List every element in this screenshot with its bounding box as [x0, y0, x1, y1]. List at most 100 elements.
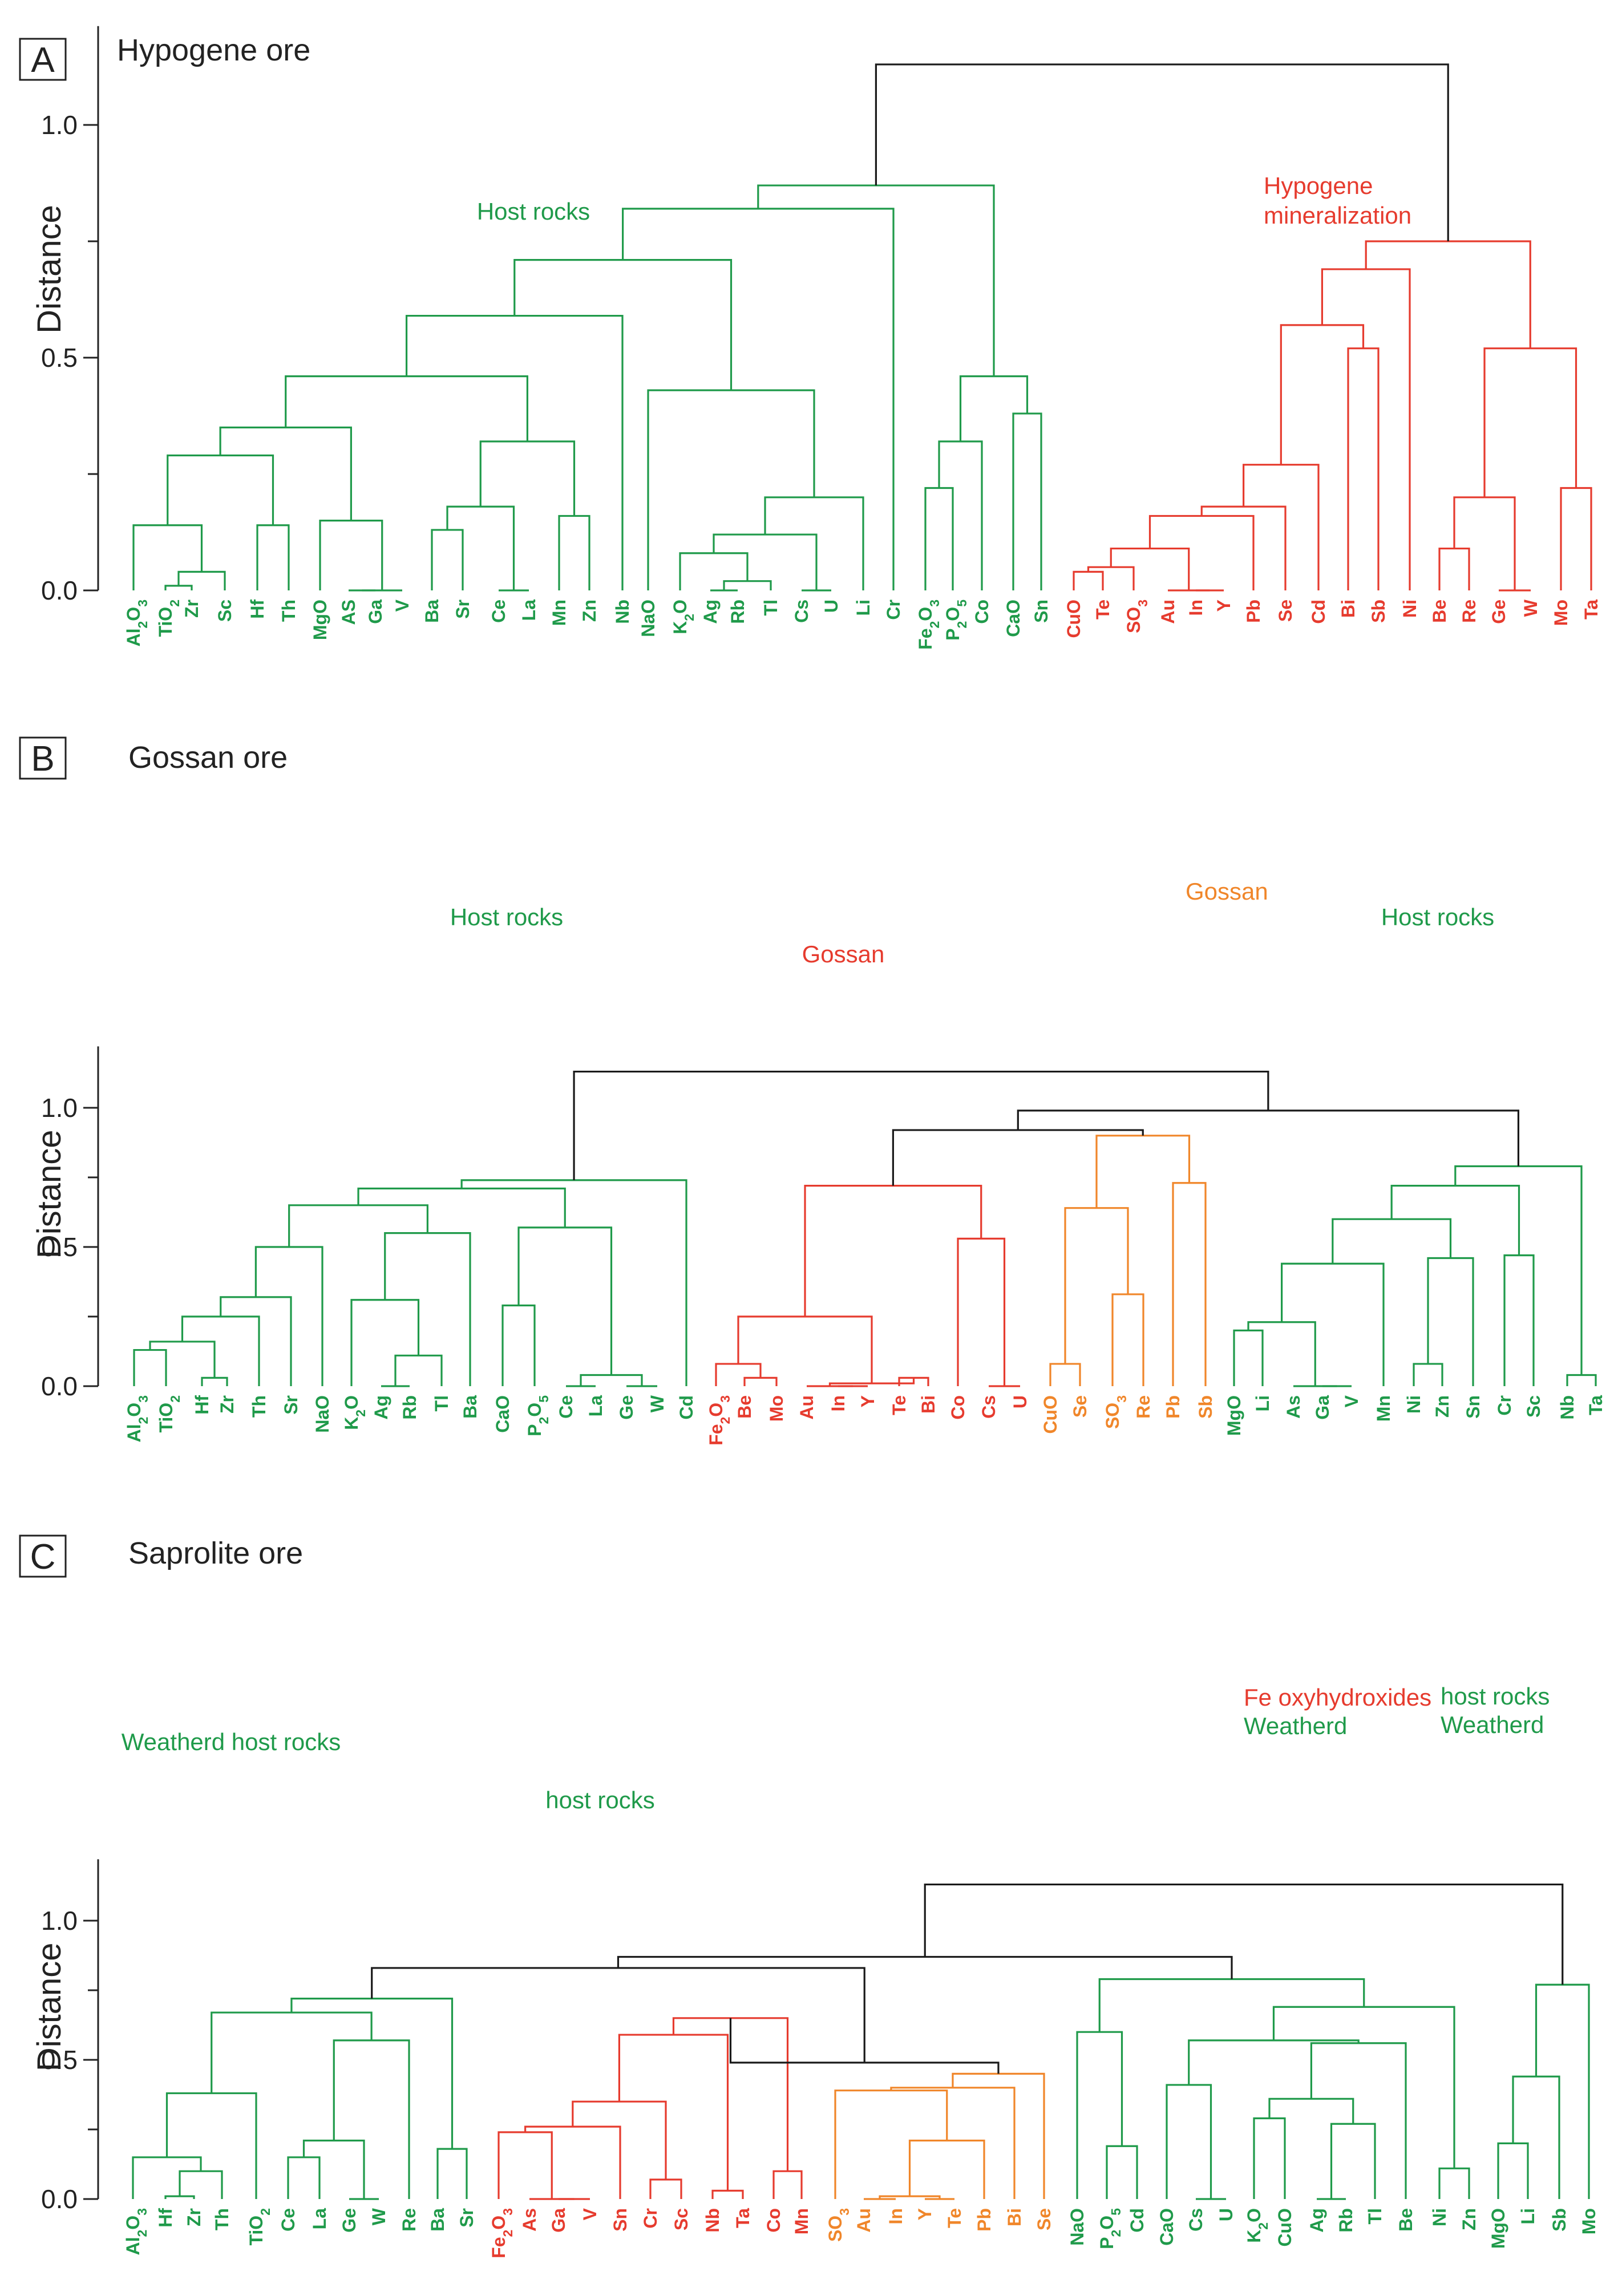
panel-letter-box — [19, 736, 67, 780]
leaf-label: SO3 — [1123, 600, 1150, 633]
cluster-annotation: Host rocks — [1381, 904, 1494, 930]
leaf-label: Sb — [1368, 600, 1389, 623]
leaf-label: Hf — [247, 600, 268, 619]
leaf-label: Zr — [217, 1395, 237, 1414]
leaf-label: Sb — [1195, 1395, 1216, 1419]
leaf-label: K2O — [341, 1395, 368, 1430]
leaf-label: Re — [399, 2208, 419, 2232]
leaf-label: Te — [1093, 600, 1113, 619]
leaf-label: NaO — [638, 600, 658, 637]
leaf-label: Sn — [1031, 600, 1051, 623]
cluster-annotation: host rocks — [1441, 1683, 1550, 1710]
leaf-label: Sr — [456, 2208, 477, 2228]
leaf-label: Rb — [399, 1395, 420, 1420]
leaf-label: MgO — [1224, 1395, 1244, 1436]
cluster-annotation: Gossan — [1186, 878, 1268, 905]
leaf-label: Ni — [1399, 600, 1420, 618]
leaf-label: Cs — [1186, 2208, 1206, 2232]
leaf-label: Ta — [1585, 1395, 1606, 1415]
panel-letter: C — [30, 1537, 56, 1577]
leaf-label: Th — [212, 2208, 232, 2230]
leaf-label: Ta — [733, 2208, 753, 2228]
leaf-label: Ce — [278, 2208, 298, 2232]
leaf-label: Mn — [1373, 1395, 1394, 1422]
leaf-label: K2O — [1244, 2208, 1271, 2243]
leaf-label: In — [1186, 600, 1206, 615]
leaf-label: Al2O3 — [124, 1395, 151, 1442]
leaf-label: Ta — [1581, 600, 1601, 619]
leaf-label: Pb — [1163, 1395, 1183, 1419]
leaf-label: Ce — [488, 600, 509, 623]
leaf-label: Nb — [702, 2208, 723, 2233]
dendrogram-link — [573, 1070, 1269, 1180]
leaf-label: MgO — [310, 600, 330, 640]
leaf-label: Tl — [1365, 2208, 1385, 2224]
leaf-label: In — [828, 1395, 848, 1411]
y-tick-label: 1.0 — [41, 1906, 78, 1935]
leaf-label: Cd — [1308, 600, 1329, 624]
leaf-label: Au — [796, 1395, 817, 1420]
leaf-label: Re — [1133, 1395, 1154, 1419]
leaf-label: AS — [338, 600, 359, 625]
leaf-label: Cd — [676, 1395, 697, 1420]
leaf-label: Ge — [616, 1395, 637, 1420]
leaf-label: Li — [1518, 2208, 1538, 2224]
leaf-label: P2O5 — [1097, 2208, 1123, 2249]
panel-letter-box — [19, 1534, 67, 1578]
leaf-label: Zn — [1432, 1395, 1453, 1418]
dendrogram-link — [924, 1883, 1564, 1985]
leaf-label: SO3 — [1102, 1395, 1129, 1429]
leaf-label: Zr — [184, 2208, 204, 2226]
leaf-label: Ba — [422, 600, 442, 623]
leaf-label: Bi — [1338, 600, 1358, 618]
cluster-annotation: Weatherd — [1441, 1711, 1544, 1738]
leaf-label: TiO2 — [155, 600, 182, 637]
leaf-label: Sr — [452, 600, 473, 619]
leaf-label: Ag — [700, 600, 721, 624]
leaf-label: Hf — [155, 2208, 176, 2228]
leaf-label: P2O5 — [942, 600, 969, 641]
leaf-label: Co — [972, 600, 992, 624]
leaf-label: La — [519, 600, 539, 621]
y-tick-label: 0.0 — [41, 1371, 78, 1401]
leaf-label: Ge — [1488, 600, 1509, 624]
leaf-label: Mo — [1551, 600, 1571, 626]
leaf-label: Pb — [974, 2208, 994, 2232]
leaf-label: Ga — [365, 600, 386, 624]
leaf-label: K2O — [670, 600, 697, 634]
leaf-label: U — [1216, 2208, 1236, 2221]
leaf-label: Bi — [1004, 2208, 1025, 2226]
leaf-label: W — [647, 1395, 668, 1412]
leaf-label: Sc — [671, 2208, 691, 2230]
leaf-label: CuO — [1063, 600, 1084, 638]
leaf-label: Th — [278, 600, 299, 622]
leaf-label: Cr — [640, 2208, 661, 2229]
leaf-label: CaO — [1156, 2208, 1177, 2246]
leaf-label: Be — [734, 1395, 755, 1419]
leaf-label: Au — [1158, 600, 1178, 624]
cluster-annotation: Hypogene — [1264, 172, 1373, 199]
leaf-label: Sb — [1549, 2208, 1569, 2232]
leaf-label: Ni — [1403, 1395, 1424, 1414]
leaf-label: Ni — [1429, 2208, 1450, 2226]
leaf-label: Rb — [727, 600, 748, 624]
leaf-label: Cr — [883, 600, 904, 620]
leaf-label: Zn — [1459, 2208, 1479, 2230]
leaf-label: SO3 — [825, 2208, 852, 2242]
leaf-label: Fe2O3 — [915, 600, 942, 650]
leaf-label: TiO2 — [156, 1395, 183, 1433]
y-tick-label: 0.5 — [41, 1232, 78, 1262]
panel-title: Hypogene ore — [117, 33, 310, 67]
leaf-label: Be — [1429, 600, 1450, 623]
leaf-label: Y — [857, 1395, 878, 1407]
leaf-label: Re — [1459, 600, 1479, 623]
cluster-annotation: host rocks — [545, 1787, 654, 1813]
leaf-label: W — [369, 2208, 389, 2225]
leaf-label: Mn — [549, 600, 569, 626]
leaf-label: Sc — [1523, 1395, 1544, 1418]
panel-letter: A — [31, 41, 55, 80]
leaf-label: Se — [1070, 1395, 1090, 1418]
